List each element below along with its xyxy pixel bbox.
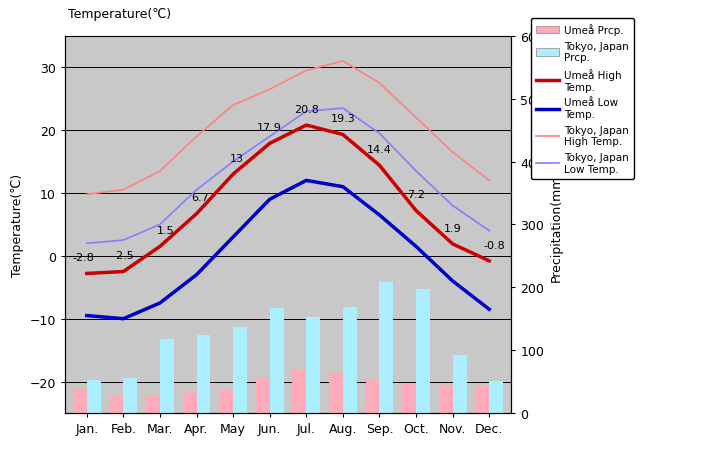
Text: 1.5: 1.5	[157, 225, 174, 235]
Text: 13: 13	[230, 153, 244, 163]
Bar	[453, 355, 467, 413]
Bar	[146, 396, 160, 413]
Bar	[366, 379, 379, 413]
Text: 17.9: 17.9	[257, 123, 282, 133]
Bar	[86, 381, 101, 413]
Bar	[490, 381, 503, 413]
Bar	[256, 377, 270, 413]
Bar	[183, 392, 197, 413]
Bar	[416, 290, 430, 413]
Y-axis label: Temperature(℃): Temperature(℃)	[11, 174, 24, 276]
Text: 19.3: 19.3	[330, 114, 355, 124]
Bar	[475, 386, 490, 413]
Text: -2.5: -2.5	[112, 251, 134, 261]
Bar	[292, 370, 306, 413]
Bar	[197, 336, 210, 413]
Bar	[306, 317, 320, 413]
Text: 6.7: 6.7	[192, 193, 209, 203]
Bar	[343, 308, 357, 413]
Bar	[233, 327, 247, 413]
Bar	[329, 373, 343, 413]
Text: 14.4: 14.4	[367, 145, 392, 155]
Bar	[109, 396, 123, 413]
Text: 20.8: 20.8	[294, 105, 319, 114]
Text: -0.8: -0.8	[484, 240, 505, 250]
Text: -2.8: -2.8	[72, 252, 94, 263]
Text: Temperature(℃): Temperature(℃)	[68, 8, 171, 21]
Y-axis label: Precipitation(mm): Precipitation(mm)	[550, 169, 563, 281]
Bar	[123, 378, 138, 413]
Bar	[73, 389, 86, 413]
Text: 7.2: 7.2	[407, 190, 425, 200]
Bar	[219, 390, 233, 413]
Bar	[379, 282, 393, 413]
Bar	[160, 340, 174, 413]
Legend: Umeå Prcp., Tokyo, Japan
Prcp., Umeå High
Temp., Umeå Low
Temp., Tokyo, Japan
Hi: Umeå Prcp., Tokyo, Japan Prcp., Umeå Hig…	[531, 19, 634, 179]
Bar	[402, 384, 416, 413]
Bar	[438, 386, 453, 413]
Text: 1.9: 1.9	[444, 223, 462, 233]
Bar	[270, 308, 284, 413]
